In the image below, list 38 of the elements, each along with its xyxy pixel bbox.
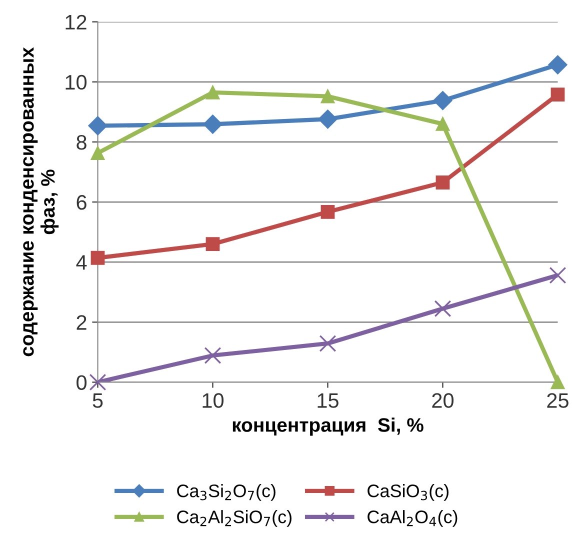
point	[88, 116, 108, 136]
point	[318, 110, 338, 129]
y-tick-label: 10	[66, 74, 87, 90]
point	[89, 374, 106, 391]
y-tick-label: 4	[76, 255, 87, 270]
y-tick-label: 12	[66, 14, 86, 30]
point	[549, 266, 566, 284]
point	[319, 334, 336, 352]
point	[548, 55, 568, 74]
point	[550, 375, 565, 390]
point	[203, 114, 222, 134]
point	[436, 176, 450, 190]
point	[550, 88, 565, 102]
x-tick-label: 20	[432, 393, 454, 408]
y-axis-title: содержание конденсированных фаз, %	[23, 47, 59, 356]
point	[320, 89, 335, 104]
legend-label: CaAl$_{2}$O$_{4}$(c)	[368, 510, 458, 527]
point	[90, 146, 105, 160]
y-tick-label: 0	[76, 375, 87, 390]
point	[434, 300, 452, 318]
y-tick-label: 8	[76, 134, 86, 150]
point	[206, 85, 220, 100]
x-axis-title: концентрация Si, %	[232, 418, 424, 436]
legend-label: Ca$_{3}$Si$_{2}$O$_{7}$(c)	[177, 484, 276, 501]
x-tick-label: 10	[202, 393, 224, 408]
y-tick-label: 2	[76, 315, 86, 330]
x-tick-label: 25	[547, 393, 568, 408]
x-tick-label: 15	[318, 393, 338, 408]
point	[436, 116, 450, 131]
point	[433, 90, 452, 110]
y-tick-label: 6	[76, 195, 86, 210]
x-tick-label: 5	[92, 393, 103, 408]
legend-label: Ca$_{2}$Al$_{2}$SiO$_{7}$(c)	[177, 510, 292, 527]
point	[320, 204, 335, 219]
point	[206, 237, 220, 252]
point	[204, 347, 222, 364]
point	[90, 250, 105, 265]
legend-label: CaSiO$_{3}$(c)	[368, 484, 448, 501]
